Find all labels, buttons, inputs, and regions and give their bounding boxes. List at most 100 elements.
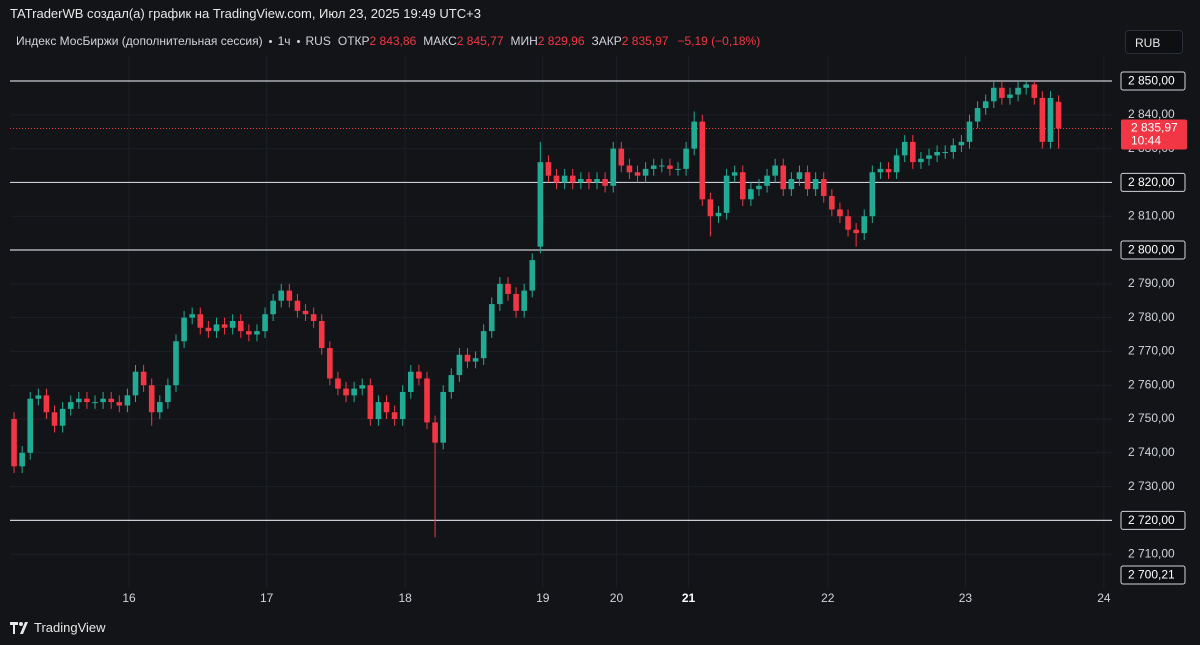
candle-body bbox=[173, 341, 179, 386]
x-tick-label: 21 bbox=[682, 591, 696, 605]
candle-body bbox=[569, 175, 576, 183]
candle-body bbox=[602, 179, 608, 186]
brand-logo bbox=[10, 621, 28, 634]
candle-body bbox=[1031, 84, 1038, 98]
candle-body bbox=[982, 101, 989, 109]
candle-body bbox=[521, 290, 527, 311]
candle-body bbox=[156, 402, 163, 413]
price-label: 2 850,00 bbox=[1128, 74, 1175, 88]
candle-body bbox=[707, 199, 714, 217]
currency-button[interactable]: RUB bbox=[1125, 30, 1183, 54]
field-value: 2 835,97 bbox=[621, 34, 669, 48]
candle-body bbox=[140, 371, 147, 386]
candle-body bbox=[488, 304, 495, 332]
candle-body bbox=[351, 388, 357, 396]
y-tick-label: 2 710,00 bbox=[1128, 546, 1175, 560]
candle-body bbox=[990, 87, 997, 102]
candle-body bbox=[837, 209, 843, 217]
y-tick-label: 2 750,00 bbox=[1128, 411, 1175, 425]
candle-body bbox=[92, 402, 98, 404]
x-tick-label: 19 bbox=[536, 591, 550, 605]
candle-body bbox=[367, 385, 374, 420]
candle-body bbox=[1007, 94, 1013, 98]
candle-body bbox=[634, 172, 641, 176]
candle-body bbox=[513, 293, 519, 311]
candle-body bbox=[408, 371, 414, 392]
candle-body bbox=[885, 168, 892, 173]
y-tick-label: 2 740,00 bbox=[1128, 445, 1175, 459]
candle-body bbox=[1055, 101, 1062, 129]
legend: Индекс МосБиржи (дополнительная сессия) … bbox=[16, 34, 760, 48]
candle-body bbox=[910, 141, 916, 163]
candle-body bbox=[132, 371, 139, 396]
candle-body bbox=[505, 283, 511, 294]
candle-body bbox=[472, 358, 479, 362]
candle-body bbox=[286, 290, 293, 301]
candle-body bbox=[448, 375, 455, 392]
candle-body bbox=[189, 314, 195, 318]
field-value: 2 843,86 bbox=[369, 34, 417, 48]
candle-body bbox=[254, 331, 260, 335]
x-tick-label: 23 bbox=[959, 591, 973, 605]
candle-body bbox=[262, 314, 268, 332]
candle-body bbox=[270, 300, 276, 315]
candle-body bbox=[1047, 97, 1054, 142]
candle-body bbox=[545, 162, 552, 176]
candle-body bbox=[302, 310, 309, 315]
price-label-box bbox=[1120, 172, 1186, 192]
ohlc-fields: ОТКР2 843,86 МАКС2 845,77 МИН2 829,96 ЗАКР2… bbox=[331, 34, 669, 48]
candle-body bbox=[529, 260, 536, 291]
candle-body bbox=[416, 371, 422, 379]
y-tick-label: 2 770,00 bbox=[1128, 344, 1175, 358]
candle-body bbox=[229, 320, 236, 328]
price-label: 2 820,00 bbox=[1128, 175, 1175, 189]
candle-body bbox=[205, 327, 212, 332]
candle-body bbox=[626, 165, 633, 173]
candle-body bbox=[1015, 87, 1021, 95]
candle-body bbox=[958, 141, 965, 146]
candle-body bbox=[942, 152, 949, 154]
candle-body bbox=[901, 141, 908, 156]
candle-body bbox=[683, 148, 689, 169]
y-tick-label: 2 780,00 bbox=[1128, 310, 1175, 324]
candle-body bbox=[237, 320, 244, 332]
candle-body bbox=[84, 398, 90, 403]
candle-body bbox=[310, 314, 317, 321]
candle-body bbox=[861, 216, 868, 234]
field-value: 2 829,96 bbox=[537, 34, 585, 48]
candle-body bbox=[327, 348, 333, 379]
price-label-box bbox=[1120, 71, 1186, 91]
x-tick-label: 16 bbox=[122, 591, 136, 605]
candle-body bbox=[181, 317, 187, 342]
candle-body bbox=[772, 165, 778, 176]
countdown: 10:44 bbox=[1131, 134, 1161, 148]
crosshair-price: 2 700,21 bbox=[1128, 568, 1175, 582]
candle-body bbox=[480, 331, 487, 359]
brand: TradingView bbox=[10, 620, 106, 635]
candle-body bbox=[893, 155, 900, 173]
field-label: МИН bbox=[510, 34, 538, 48]
candle-body bbox=[108, 398, 115, 403]
candle-body bbox=[497, 283, 503, 305]
crosshair-price-box bbox=[1120, 565, 1186, 585]
change: −5,19 (−0,18%) bbox=[677, 34, 761, 48]
candle-body bbox=[845, 216, 851, 230]
price-label-box bbox=[1120, 240, 1186, 260]
x-tick-label: 18 bbox=[398, 591, 412, 605]
interval[interactable]: 1ч bbox=[277, 34, 291, 48]
candle-body bbox=[100, 398, 106, 403]
candle-body bbox=[999, 87, 1005, 98]
candle-body bbox=[561, 175, 568, 183]
y-tick-label: 2 840,00 bbox=[1128, 107, 1175, 121]
candle-body bbox=[594, 179, 600, 183]
candle-body bbox=[391, 412, 398, 420]
last-price: 2 835,97 bbox=[1131, 121, 1178, 135]
candle-body bbox=[853, 229, 859, 234]
candle-body bbox=[1023, 84, 1029, 88]
candle-body bbox=[294, 300, 301, 311]
candle-body bbox=[974, 108, 981, 122]
candle-body bbox=[432, 422, 438, 443]
candle-body bbox=[124, 395, 131, 406]
candle-body bbox=[19, 452, 25, 467]
